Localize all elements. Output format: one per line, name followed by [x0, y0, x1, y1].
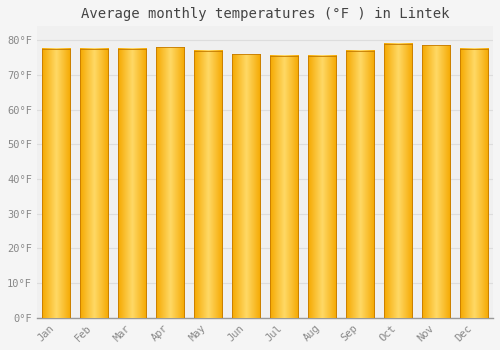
Title: Average monthly temperatures (°F ) in Lintek: Average monthly temperatures (°F ) in Li…	[80, 7, 449, 21]
